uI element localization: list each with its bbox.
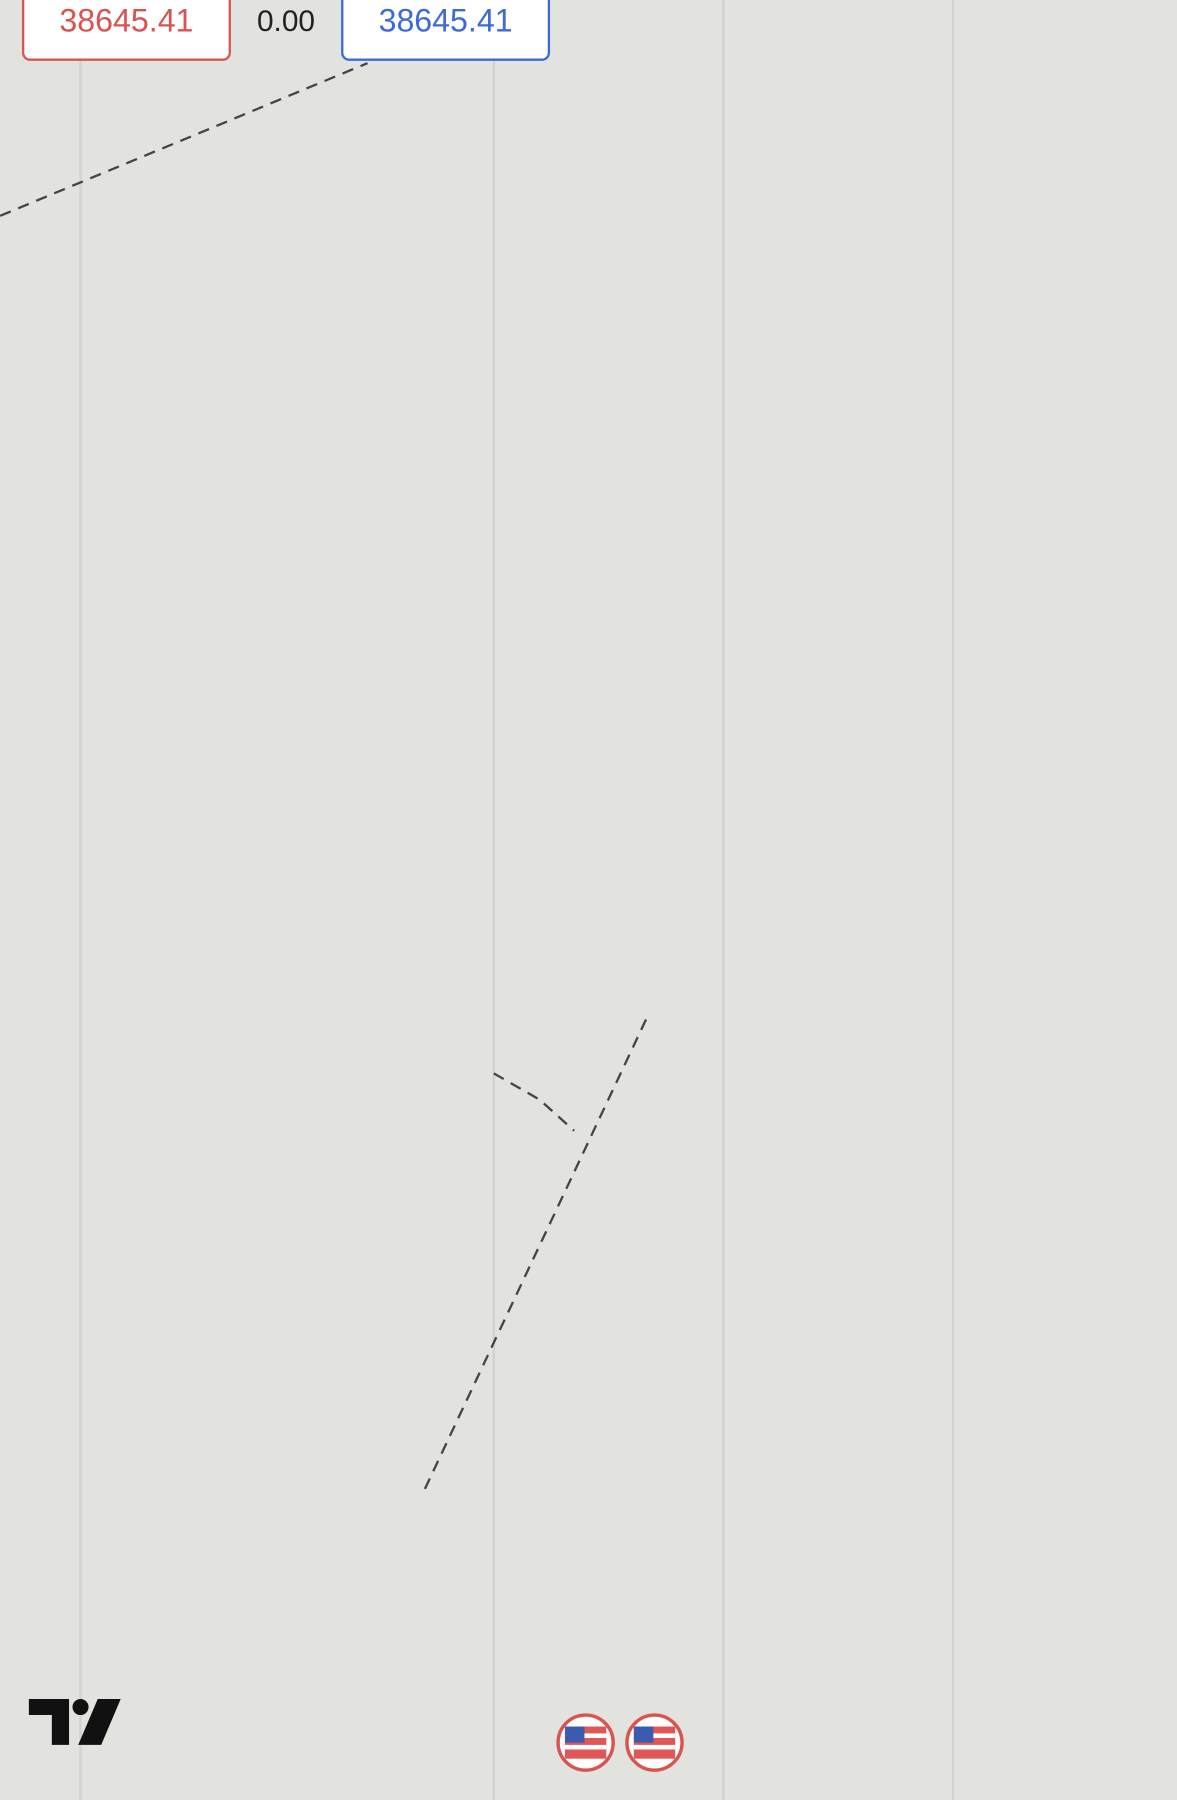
flag[interactable] [625, 1713, 684, 1772]
price-right: 38645.41 [379, 2, 513, 38]
event-flags[interactable] [556, 1713, 684, 1772]
price-left: 38645.41 [59, 2, 193, 38]
trend-lines [0, 62, 650, 1490]
flag[interactable] [556, 1713, 615, 1772]
price-box [21, 0, 231, 61]
change: 0.00 [257, 5, 315, 38]
header-labels: 38645.41 0.00 38645.41 [21, 0, 551, 61]
tradingview-logo [28, 1698, 121, 1745]
time-grid [79, 0, 955, 1800]
price-box [341, 0, 551, 61]
